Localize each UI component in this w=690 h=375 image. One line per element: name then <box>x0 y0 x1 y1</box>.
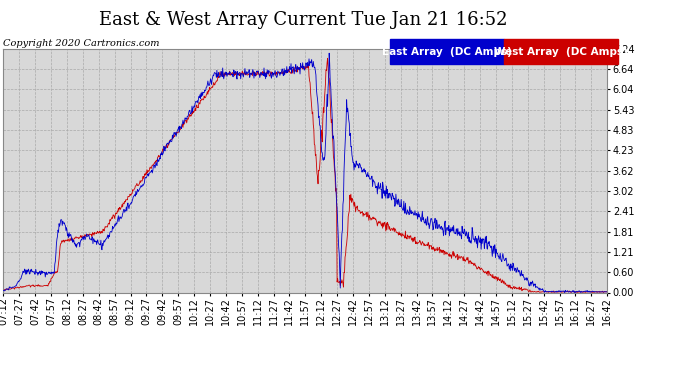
Text: Copyright 2020 Cartronics.com: Copyright 2020 Cartronics.com <box>3 39 160 48</box>
Text: West Array  (DC Amps): West Array (DC Amps) <box>493 46 628 57</box>
Text: East Array  (DC Amps): East Array (DC Amps) <box>382 46 512 57</box>
Text: East & West Array Current Tue Jan 21 16:52: East & West Array Current Tue Jan 21 16:… <box>99 11 508 29</box>
